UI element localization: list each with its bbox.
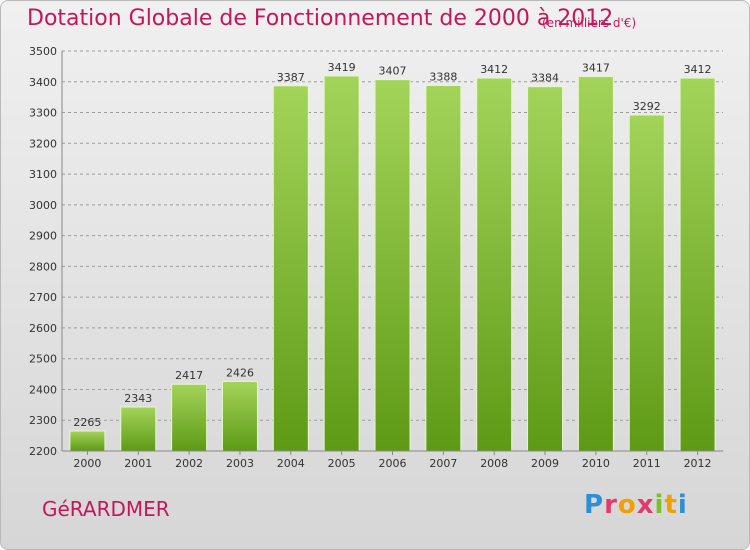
x-tick-label: 2009 (531, 457, 559, 470)
proxiti-logo: Proxiti (584, 490, 688, 520)
bar (272, 85, 309, 452)
bar (323, 75, 360, 452)
y-tick-label: 2600 (29, 322, 57, 335)
bar (577, 76, 614, 452)
y-axis: 2200 2300 2400 2500 2600 2700 2800 2900 3000 3100… (29, 45, 63, 458)
x-tick-label: 2006 (379, 457, 407, 470)
data-label: 3387 (277, 71, 305, 84)
data-label: 2426 (226, 366, 254, 379)
x-tick-label: 2008 (480, 457, 508, 470)
commune-name: GéRARDMER (42, 497, 170, 521)
y-tick-label: 2900 (29, 230, 57, 243)
y-tick-label: 3100 (29, 168, 57, 181)
x-axis: 2000 2001 2002 2003 2004 2005 2006 2007 2008 2009… (62, 450, 723, 470)
x-tick-label: 2012 (684, 457, 712, 470)
x-tick-label: 2007 (429, 457, 457, 470)
bar (171, 383, 208, 452)
data-label: 3388 (429, 70, 457, 83)
data-labels: 2265 2343 2417 2426 3387 3419 3407 3388 3412 3384… (73, 61, 711, 429)
y-tick-label: 2300 (29, 414, 57, 427)
x-tick-label: 2003 (226, 457, 254, 470)
unit-note: (en milliers d'€) (542, 16, 637, 30)
x-tick-label: 2004 (277, 457, 305, 470)
bar (476, 77, 513, 452)
x-tick-label: 2001 (124, 457, 152, 470)
y-tick-label: 2400 (29, 383, 57, 396)
bar (221, 380, 258, 452)
bar (425, 84, 462, 452)
bar (527, 86, 564, 452)
y-tick-label: 3000 (29, 199, 57, 212)
data-label: 2265 (73, 416, 101, 429)
bar (628, 114, 665, 452)
y-tick-label: 3400 (29, 76, 57, 89)
data-label: 3292 (633, 100, 661, 113)
x-tick-label: 2002 (175, 457, 203, 470)
data-label: 3417 (582, 62, 610, 75)
x-tick-label: 2000 (73, 457, 101, 470)
data-label: 2417 (175, 369, 203, 382)
data-label: 3412 (480, 63, 508, 76)
y-tick-label: 2200 (29, 445, 57, 458)
y-tick-label: 3200 (29, 137, 57, 150)
bars (69, 75, 716, 452)
data-label: 3384 (531, 72, 559, 85)
bar (120, 406, 157, 452)
bar (69, 430, 106, 452)
x-tick-label: 2010 (582, 457, 610, 470)
data-label: 3419 (328, 61, 356, 74)
bar (374, 79, 411, 452)
x-tick-label: 2005 (328, 457, 356, 470)
data-label: 3407 (379, 65, 407, 78)
chart-title: Dotation Globale de Fonctionnement de 20… (27, 6, 614, 31)
data-label: 3412 (684, 63, 712, 76)
bar (679, 77, 716, 452)
y-tick-label: 2800 (29, 260, 57, 273)
y-tick-label: 2700 (29, 291, 57, 304)
y-tick-label: 3500 (29, 45, 57, 58)
x-tick-label: 2011 (633, 457, 661, 470)
y-tick-label: 3300 (29, 107, 57, 120)
data-label: 2343 (124, 392, 152, 405)
y-tick-label: 2500 (29, 353, 57, 366)
